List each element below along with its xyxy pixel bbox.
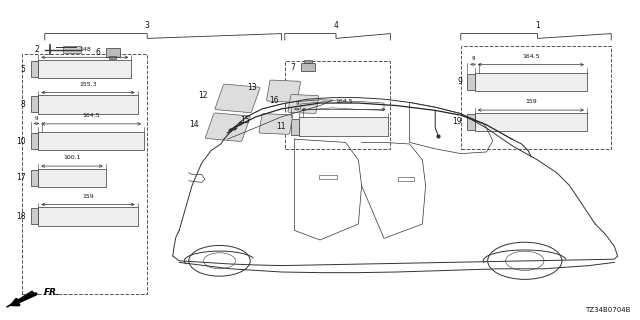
Text: 8: 8 [21, 100, 26, 109]
Bar [398, 177, 414, 181]
Text: FR.: FR. [44, 288, 60, 297]
Text: 164.5: 164.5 [522, 54, 540, 59]
Bar [22, 54, 147, 294]
Bar [285, 61, 390, 149]
Text: 155.3: 155.3 [79, 82, 97, 87]
Text: 7: 7 [291, 63, 296, 72]
Bar [304, 60, 312, 63]
FancyBboxPatch shape [259, 114, 292, 134]
Text: 15: 15 [240, 116, 250, 125]
Text: 18: 18 [16, 212, 26, 221]
Text: 164.5: 164.5 [335, 99, 353, 104]
Text: 11: 11 [276, 122, 286, 131]
Text: 10: 10 [16, 137, 26, 146]
FancyBboxPatch shape [266, 80, 301, 102]
Bar [461, 46, 611, 149]
Text: 5: 5 [20, 65, 26, 74]
Text: 17: 17 [16, 173, 26, 182]
Text: 164.5: 164.5 [83, 113, 100, 118]
Bar [291, 119, 299, 135]
Text: 6: 6 [95, 48, 100, 57]
Bar [38, 132, 144, 150]
Text: 4: 4 [333, 21, 339, 30]
Text: 9: 9 [457, 77, 462, 86]
Text: 9: 9 [35, 116, 38, 121]
Bar [301, 63, 315, 71]
Bar [475, 113, 587, 131]
Text: 9: 9 [471, 56, 475, 61]
Text: 100.1: 100.1 [63, 155, 81, 160]
FancyBboxPatch shape [215, 84, 260, 113]
Text: 12: 12 [198, 91, 208, 100]
Bar [38, 95, 138, 114]
FancyBboxPatch shape [205, 113, 250, 141]
Text: 159: 159 [82, 194, 94, 199]
Text: 159: 159 [525, 99, 537, 104]
FancyBboxPatch shape [288, 94, 319, 114]
Text: 19: 19 [452, 117, 462, 126]
Bar [31, 61, 38, 77]
Bar [31, 208, 38, 224]
Bar [106, 48, 120, 57]
Bar [31, 96, 38, 112]
Bar [467, 114, 475, 130]
Bar [38, 207, 138, 226]
Text: 14: 14 [189, 119, 198, 129]
Text: 2: 2 [35, 45, 40, 54]
Bar [31, 133, 38, 149]
Bar [299, 117, 388, 136]
Text: 1: 1 [535, 21, 540, 30]
Bar [38, 169, 106, 187]
Bar [319, 175, 337, 179]
Text: 13: 13 [248, 84, 257, 92]
Text: 9: 9 [295, 101, 299, 106]
Bar [467, 74, 475, 90]
Bar [31, 170, 38, 186]
Bar [475, 73, 587, 91]
Polygon shape [6, 291, 35, 307]
Text: TZ34B0704B: TZ34B0704B [585, 308, 630, 313]
Bar [109, 56, 116, 59]
Text: 148: 148 [79, 46, 91, 52]
Text: 16: 16 [269, 96, 278, 105]
Bar [63, 46, 81, 53]
Bar [38, 60, 131, 78]
Text: 3: 3 [145, 21, 150, 30]
